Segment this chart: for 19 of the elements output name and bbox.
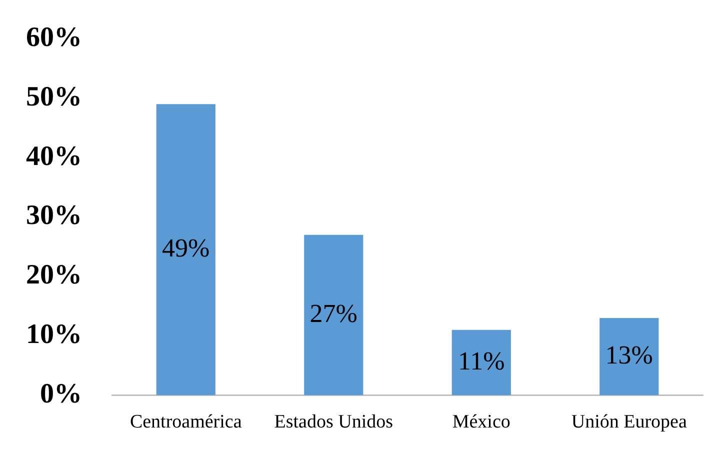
x-tick-label: Centroamérica [130, 412, 242, 433]
bar [452, 330, 511, 396]
y-tick-label: 60% [26, 22, 82, 54]
y-tick-label: 10% [26, 319, 82, 350]
data-label: 49% [162, 234, 210, 262]
x-tick-label: Estados Unidos [274, 412, 393, 433]
data-label: 13% [605, 340, 653, 370]
data-label: 11% [458, 346, 505, 376]
y-tick-label: 50% [26, 81, 82, 112]
x-tick-label: Unión Europea [571, 412, 688, 433]
y-tick-label: 20% [26, 260, 82, 291]
y-tick-label: 40% [26, 140, 82, 172]
y-tick-label: 0% [40, 378, 82, 410]
y-tick-label: 30% [26, 200, 82, 232]
bar [600, 318, 659, 396]
bar [304, 234, 364, 396]
bar [156, 104, 216, 396]
x-tick-label: México [452, 412, 510, 433]
data-label: 27% [310, 298, 358, 328]
